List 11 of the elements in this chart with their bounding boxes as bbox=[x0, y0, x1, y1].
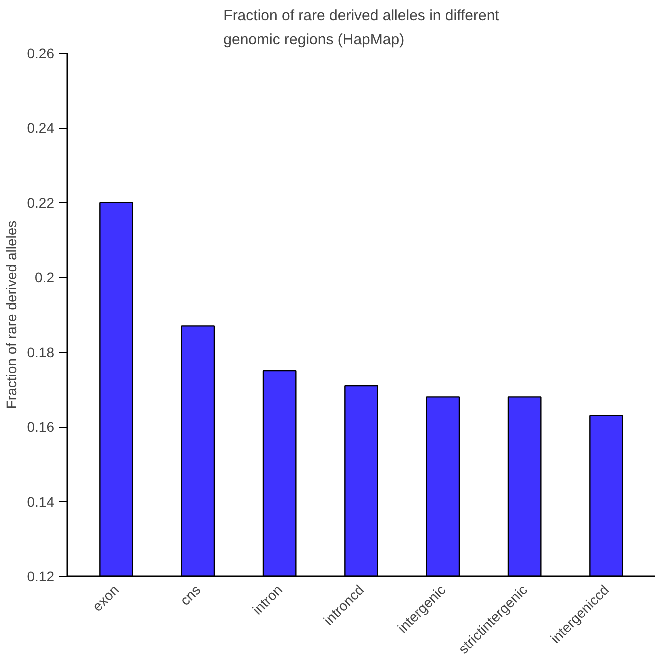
y-tick-label: 0.24 bbox=[27, 120, 55, 136]
y-tick-label: 0.26 bbox=[27, 46, 55, 62]
chart-title: Fraction of rare derived alleles in different genomic regions (HapMap) bbox=[224, 8, 500, 48]
x-tick-label: cns bbox=[177, 582, 204, 609]
y-tick-label: 0.12 bbox=[27, 568, 55, 584]
y-tick-label: 0.2 bbox=[35, 270, 55, 286]
y-tick-label: 0.14 bbox=[27, 494, 55, 510]
y-tick-label: 0.18 bbox=[27, 344, 55, 360]
y-axis-title: Fraction of rare derived alleles bbox=[3, 220, 20, 410]
y-tick-label: 0.22 bbox=[27, 194, 55, 211]
y-tick-label: 0.16 bbox=[27, 419, 55, 436]
